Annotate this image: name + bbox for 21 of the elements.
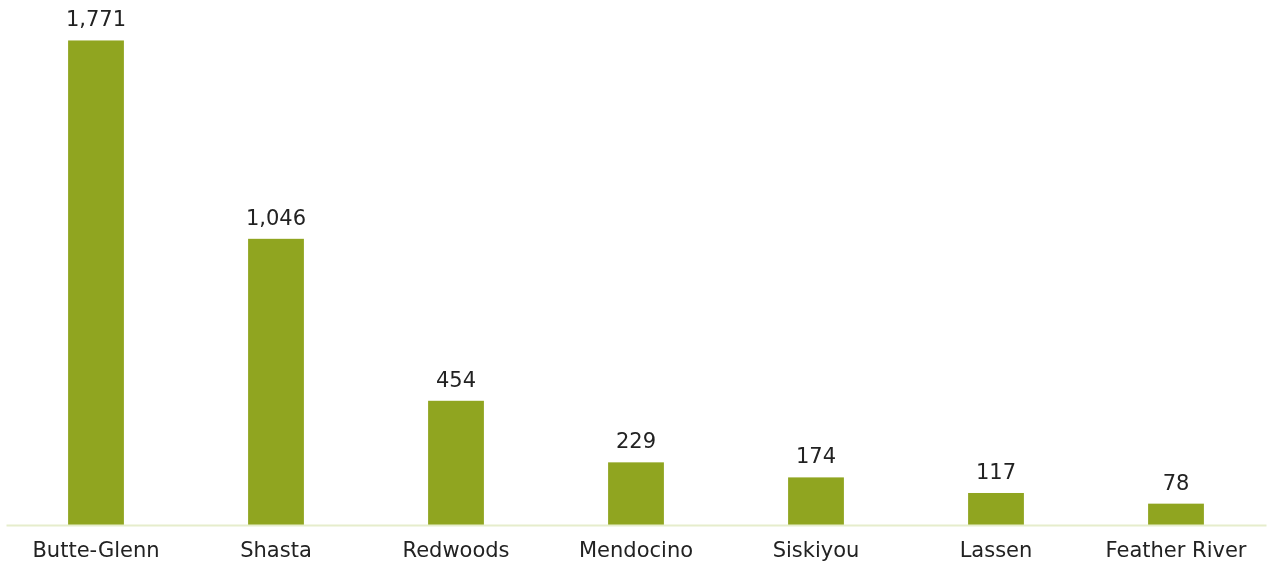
x-tick-label: Shasta	[240, 538, 312, 563]
bar	[1148, 503, 1204, 525]
bar	[788, 477, 844, 525]
bar	[608, 462, 664, 525]
x-tick-label: Butte-Glenn	[32, 538, 160, 563]
x-tick-label: Siskiyou	[772, 538, 860, 563]
x-tick-label: Redwoods	[402, 538, 510, 563]
data-label: 1,046	[245, 205, 307, 230]
x-tick-label: Mendocino	[578, 538, 694, 563]
bar	[248, 238, 304, 525]
data-label: 229	[615, 429, 657, 454]
bar	[968, 492, 1024, 525]
bar	[428, 400, 484, 525]
x-tick-label: Feather River	[1105, 538, 1247, 563]
data-label: 174	[795, 444, 837, 469]
data-label: 117	[975, 459, 1017, 484]
x-tick-label: Lassen	[959, 538, 1033, 563]
data-label: 454	[435, 367, 477, 392]
bar	[68, 40, 124, 525]
data-label: 78	[1162, 470, 1190, 495]
data-label: 1,771	[65, 7, 127, 32]
